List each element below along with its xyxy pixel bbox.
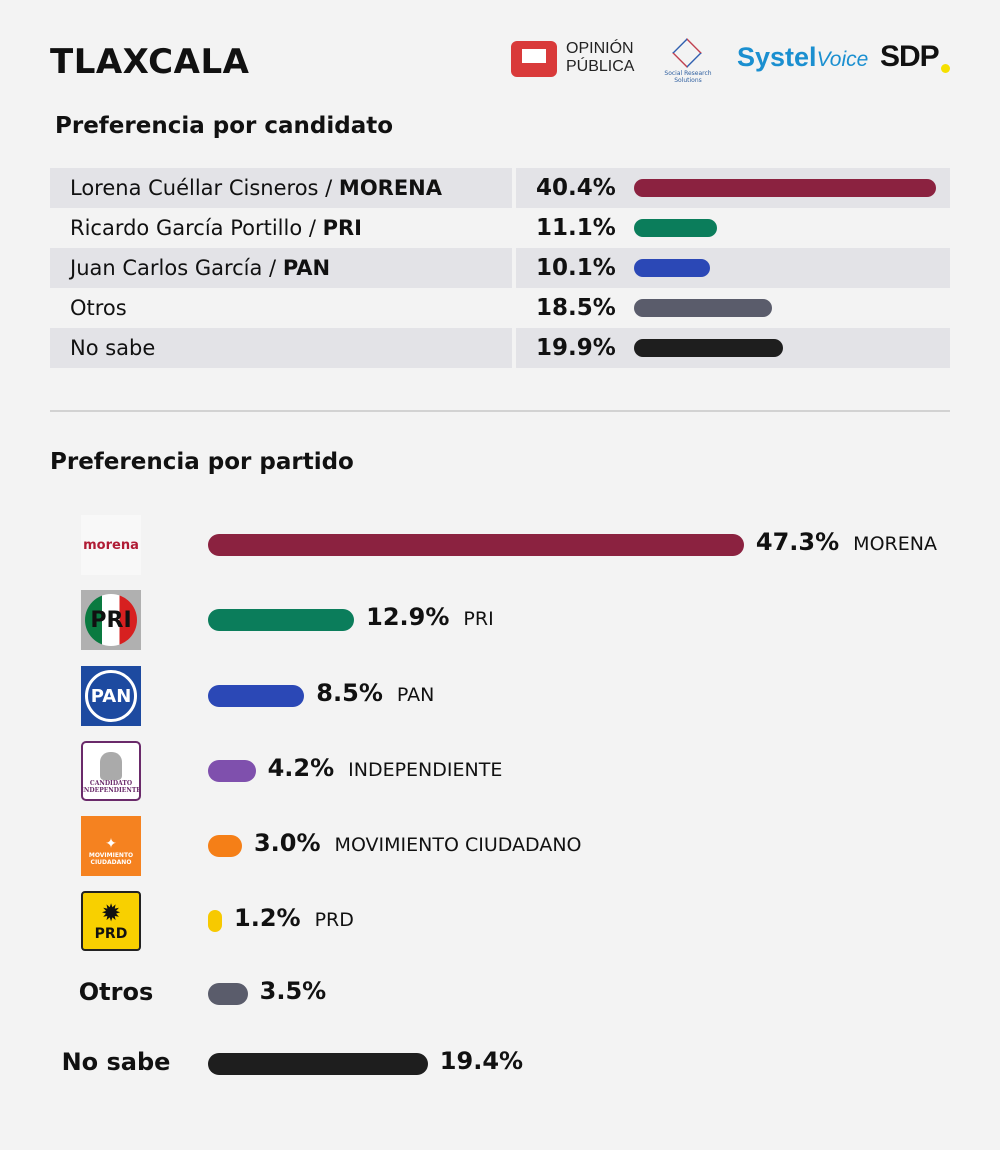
systel-voice-logo: SystelVoice — [737, 42, 868, 73]
party-name: MORENA — [853, 533, 937, 555]
mc-logo-icon: ✦ MOVIMIENTO CIUDADANO — [81, 816, 141, 876]
party-label: Otros — [78, 978, 154, 1006]
opinion-publica-logo: OPINIÓN PÚBLICA — [566, 40, 635, 75]
party-percent: 3.0% — [253, 829, 321, 857]
party-percent: 12.9% — [366, 603, 450, 631]
party-name: MOVIMIENTO CIUDADANO — [334, 834, 582, 856]
party-section-title: Preferencia por partido — [50, 449, 354, 475]
party-percent: 4.2% — [267, 754, 335, 782]
party-value: 3.5% — [260, 977, 327, 1005]
table-row: No sabe 19.9% — [50, 328, 950, 368]
independiente-logo-icon: CANDIDATO INDEPENDIENTE — [81, 741, 141, 801]
party-row: ✹ PRD 1.2% PRD — [0, 891, 1000, 951]
candidate-bar — [634, 179, 937, 197]
party-row: morena 47.3% MORENA — [0, 515, 1000, 575]
table-row: Lorena Cuéllar Cisneros / MORENA 40.4% — [50, 168, 950, 208]
srs-logo: Social Research Solutions — [664, 70, 712, 84]
candidate-party: PRI — [322, 216, 362, 240]
party-name: INDEPENDIENTE — [348, 759, 503, 781]
party-bar — [208, 835, 242, 857]
candidate-label: No sabe — [70, 336, 156, 360]
pri-logo-icon: PRI — [81, 590, 141, 650]
candidate-party: MORENA — [338, 176, 443, 200]
candidate-label: Ricardo García Portillo / — [70, 216, 323, 240]
table-row: Otros 18.5% — [50, 288, 950, 328]
party-percent: 1.2% — [234, 904, 301, 932]
party-value: 3.0% MOVIMIENTO CIUDADANO — [254, 829, 582, 857]
party-value: 47.3% MORENA — [756, 528, 937, 556]
party-row: ✦ MOVIMIENTO CIUDADANO 3.0% MOVIMIENTO CIUDA… — [0, 816, 1000, 876]
party-row: PAN 8.5% PAN — [0, 666, 1000, 726]
party-bar — [208, 760, 256, 782]
party-name: PRI — [463, 608, 494, 630]
candidate-value-cell: 18.5% — [516, 288, 950, 328]
party-name: PAN — [396, 684, 435, 706]
table-row: Ricardo García Portillo / PRI 11.1% — [50, 208, 950, 248]
party-bar — [208, 910, 222, 932]
sdp-logo: SDP — [880, 40, 940, 73]
party-bar — [208, 1053, 428, 1075]
candidate-value-cell: 40.4% — [516, 168, 950, 208]
party-value: 12.9% PRI — [366, 603, 494, 631]
candidate-label: Lorena Cuéllar Cisneros / — [70, 176, 339, 200]
candidate-party: PAN — [282, 256, 331, 280]
divider — [50, 410, 950, 412]
opinion-publica-logo-icon — [511, 41, 557, 77]
candidate-percent: 18.5% — [536, 295, 616, 321]
party-bar — [208, 609, 355, 631]
party-value: 8.5% PAN — [316, 679, 434, 707]
candidate-bar — [634, 299, 773, 317]
candidate-label: Juan Carlos García / — [70, 256, 283, 280]
pan-logo-icon: PAN — [81, 666, 141, 726]
candidate-bar — [634, 259, 710, 277]
candidate-bar — [634, 339, 783, 357]
morena-logo-icon: morena — [81, 515, 141, 575]
party-percent: 19.4% — [439, 1047, 524, 1075]
sdp-dot-icon — [941, 64, 950, 73]
candidate-percent: 10.1% — [536, 255, 616, 281]
party-name: PRD — [314, 909, 354, 931]
candidate-value-cell: 10.1% — [516, 248, 950, 288]
party-row: CANDIDATO INDEPENDIENTE 4.2% INDEPENDIENTE — [0, 741, 1000, 801]
party-label: No sabe — [61, 1048, 171, 1076]
candidate-percent: 19.9% — [536, 335, 616, 361]
party-bar — [208, 983, 248, 1005]
page-title: TLAXCALA — [50, 42, 250, 82]
party-bar — [208, 685, 305, 707]
candidate-label: Otros — [70, 296, 127, 320]
candidate-percent: 11.1% — [536, 215, 616, 241]
party-row: PRI 12.9% PRI — [0, 590, 1000, 650]
candidate-name: Otros — [50, 288, 512, 328]
candidate-table: Lorena Cuéllar Cisneros / MORENA 40.4% Ric… — [50, 168, 950, 368]
table-row: Juan Carlos García / PAN 10.1% — [50, 248, 950, 288]
party-row: No sabe 19.4% — [0, 1034, 1000, 1094]
candidate-name: Ricardo García Portillo / PRI — [50, 208, 512, 248]
candidate-name: Lorena Cuéllar Cisneros / MORENA — [50, 168, 512, 208]
party-bar — [208, 534, 744, 556]
party-value: 4.2% INDEPENDIENTE — [268, 754, 503, 782]
candidate-percent: 40.4% — [536, 175, 616, 201]
candidate-bar — [634, 219, 718, 237]
candidate-value-cell: 19.9% — [516, 328, 950, 368]
candidate-name: Juan Carlos García / PAN — [50, 248, 512, 288]
candidate-section-title: Preferencia por candidato — [55, 113, 394, 139]
party-value: 19.4% — [440, 1047, 523, 1075]
party-percent: 8.5% — [316, 679, 383, 707]
party-value: 1.2% PRD — [234, 904, 354, 932]
party-percent: 3.5% — [259, 977, 327, 1005]
systel-text: Systel — [737, 42, 817, 72]
prd-logo-icon: ✹ PRD — [81, 891, 141, 951]
voice-text: Voice — [816, 48, 869, 71]
party-percent: 47.3% — [755, 528, 840, 556]
party-row: Otros 3.5% — [0, 964, 1000, 1024]
candidate-name: No sabe — [50, 328, 512, 368]
candidate-value-cell: 11.1% — [516, 208, 950, 248]
